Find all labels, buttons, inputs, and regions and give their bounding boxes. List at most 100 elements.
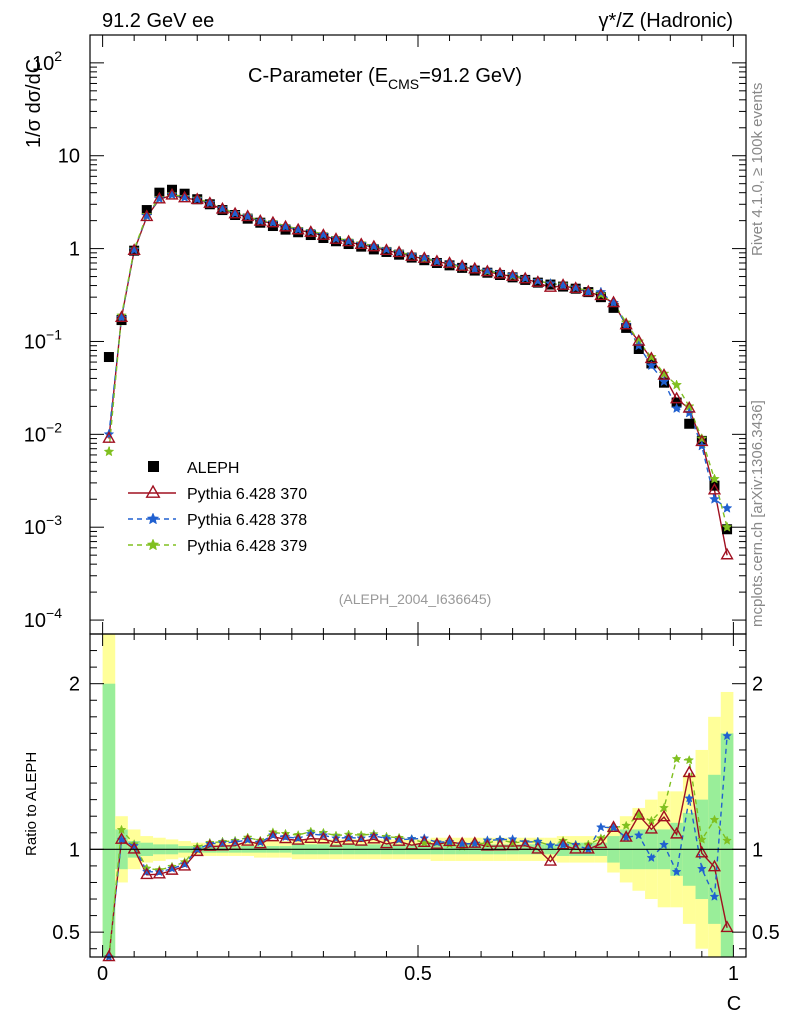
ratio-marker-pythia-370 [316, 831, 330, 844]
ratio-marker-pythia-370 [114, 832, 129, 844]
legend-marker-pythia-370 [145, 484, 161, 498]
marker-pythia-370 [670, 391, 684, 404]
ratio-marker-pythia-378 [595, 822, 606, 832]
marker-pythia-378 [645, 359, 657, 371]
ratio-marker-pythia-370 [657, 809, 671, 822]
marker-pythia-378 [658, 375, 670, 387]
marker-pythia-370 [152, 191, 166, 204]
data-point-aleph [633, 343, 644, 354]
ratio-marker-pythia-370 [127, 841, 141, 854]
marker-pythia-370 [354, 237, 368, 250]
ratio-marker-pythia-378 [633, 830, 644, 840]
marker-pythia-370 [165, 187, 179, 200]
uncertainty-bands [102, 634, 734, 957]
marker-pythia-370 [379, 243, 394, 255]
ratio-marker-pythia-370 [203, 839, 217, 851]
ratio-marker-pythia-370 [190, 844, 204, 857]
ratio-marker-pythia-370 [165, 863, 179, 875]
marker-pythia-378 [141, 210, 153, 221]
marker-pythia-370 [342, 234, 356, 247]
ratio-marker-pythia-370 [354, 834, 368, 846]
marker-pythia-378 [179, 191, 191, 203]
ratio-marker-pythia-379 [696, 834, 707, 844]
marker-pythia-370 [543, 280, 558, 292]
data-point-aleph [343, 239, 354, 250]
marker-pythia-370 [581, 284, 595, 297]
marker-pythia-370 [442, 256, 457, 268]
marker-pythia-370 [569, 281, 583, 293]
marker-pythia-378 [330, 232, 342, 244]
y-tick-label-main: 10−1 [24, 326, 62, 353]
y-tick-label-ratio-left: 2 [69, 674, 80, 696]
ratio-marker-pythia-379 [722, 835, 733, 845]
data-point-aleph [293, 227, 304, 238]
marker-pythia-370 [178, 190, 192, 203]
marker-pythia-370 [392, 245, 406, 258]
marker-pythia-378 [481, 264, 493, 276]
ratio-marker-pythia-378 [696, 863, 707, 874]
ratio-marker-pythia-370 [342, 833, 356, 845]
data-point-aleph [595, 292, 606, 303]
ratio-marker-pythia-370 [682, 765, 696, 778]
ratio-marker-pythia-370 [695, 845, 709, 858]
ratio-marker-pythia-370 [455, 836, 469, 849]
data-point-aleph [318, 233, 329, 244]
marker-pythia-378 [305, 225, 317, 237]
ratio-marker-pythia-378 [154, 866, 165, 877]
marker-pythia-370 [127, 243, 141, 255]
ratio-marker-pythia-379 [621, 820, 632, 830]
ratio-marker-pythia-378 [671, 866, 682, 877]
marker-pythia-378 [242, 210, 254, 222]
ratio-marker-pythia-378 [179, 859, 190, 869]
data-point-aleph [709, 480, 720, 491]
marker-pythia-378 [229, 207, 241, 218]
legend-marker-star [146, 538, 160, 551]
data-point-aleph [103, 352, 114, 363]
ratio-marker-pythia-370 [329, 835, 343, 847]
marker-pythia-378 [532, 275, 544, 286]
ratio-marker-pythia-378 [255, 837, 266, 847]
ratio-marker-pythia-370 [367, 831, 381, 844]
data-point-aleph [267, 221, 278, 232]
marker-pythia-378 [343, 235, 355, 246]
y-tick-label-main: 10−4 [24, 605, 62, 632]
ratio-marker-pythia-370 [720, 920, 734, 933]
marker-pythia-378 [217, 202, 228, 214]
ratio-marker-pythia-370 [266, 829, 280, 842]
ratio-marker-pythia-378 [293, 833, 304, 843]
y-tick-label-main: 102 [32, 48, 62, 75]
marker-pythia-378 [557, 279, 569, 291]
ratio-marker-pythia-378 [394, 834, 405, 844]
marker-pythia-370 [316, 228, 330, 240]
ratio-marker-pythia-370 [152, 866, 166, 879]
ratio-marker-pythia-370 [644, 821, 658, 834]
ratio-marker-pythia-378 [167, 863, 177, 873]
marker-pythia-370 [644, 351, 658, 364]
ratio-marker-pythia-378 [684, 793, 695, 803]
y-tick-label-ratio-left: 0.5 [52, 922, 80, 944]
marker-pythia-370 [102, 431, 116, 443]
marker-pythia-370 [455, 259, 469, 271]
marker-pythia-370 [417, 251, 431, 263]
ratio-marker-pythia-370 [392, 834, 406, 846]
marker-pythia-378 [368, 240, 380, 251]
marker-pythia-379 [645, 351, 657, 362]
ratio-marker-pythia-370 [468, 836, 482, 848]
marker-pythia-370 [215, 201, 230, 214]
y-tick-label-main: 10−2 [24, 419, 62, 446]
marker-pythia-370 [304, 225, 318, 237]
ratio-marker-pythia-378 [545, 840, 556, 850]
header-right: γ*/Z (Hadronic) [599, 10, 733, 32]
marker-pythia-370 [140, 209, 154, 222]
marker-pythia-378 [494, 267, 506, 278]
legend-label: Pythia 6.428 370 [187, 486, 307, 503]
marker-pythia-378 [570, 281, 582, 293]
ratio-marker-pythia-378 [722, 730, 733, 741]
ratio-marker-pythia-370 [442, 834, 457, 847]
marker-pythia-370 [190, 192, 204, 205]
ratio-marker-pythia-370 [670, 826, 684, 839]
band-green [720, 733, 734, 957]
ratio-marker-pythia-370 [619, 830, 633, 842]
marker-pythia-370 [266, 215, 280, 228]
y-tick-label-ratio-right: 0.5 [752, 922, 780, 944]
